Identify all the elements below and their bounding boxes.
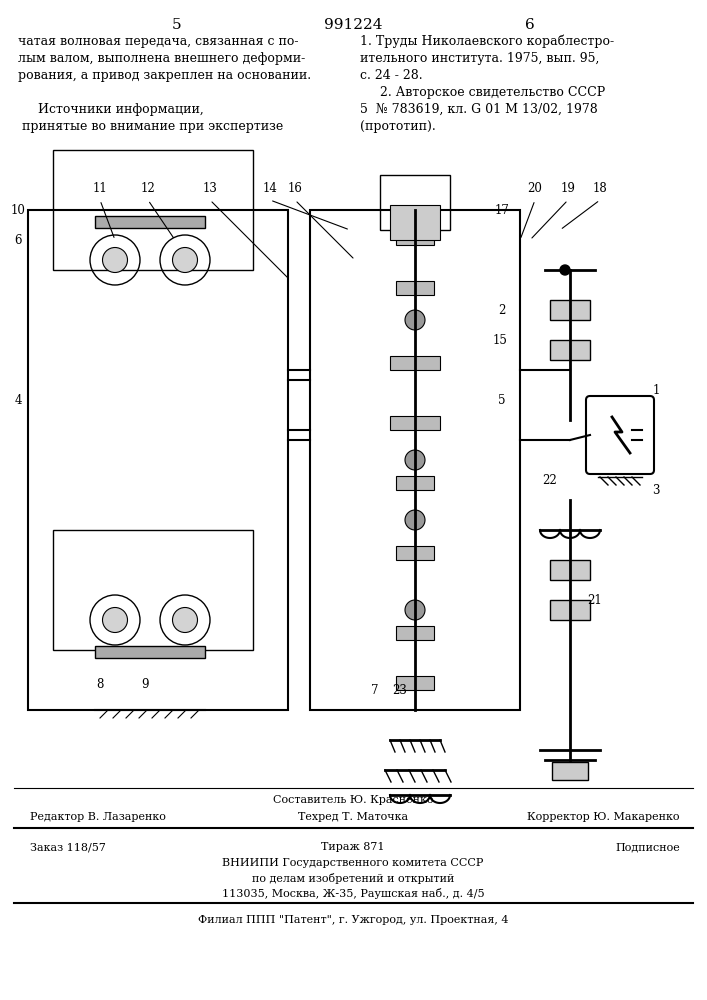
Circle shape [560, 265, 570, 275]
Bar [95, 646, 205, 658]
Text: принятые во внимание при экспертизе: принятые во внимание при экспертизе [18, 120, 284, 133]
Bar [53, 150, 253, 270]
Bar [53, 530, 253, 650]
Text: 5: 5 [498, 393, 506, 406]
Text: Заказ 118/57: Заказ 118/57 [30, 842, 106, 852]
Text: рования, а привод закреплен на основании.: рования, а привод закреплен на основании… [18, 69, 311, 82]
Text: 11: 11 [93, 182, 107, 194]
Text: ительного института. 1975, вып. 95,: ительного института. 1975, вып. 95, [360, 52, 600, 65]
Text: Составитель Ю. Красненко: Составитель Ю. Красненко [273, 795, 433, 805]
Circle shape [405, 600, 425, 620]
Text: 8: 8 [96, 678, 104, 692]
FancyBboxPatch shape [586, 396, 654, 474]
Circle shape [405, 510, 425, 530]
Text: Источники информации,: Источники информации, [18, 103, 204, 116]
Bar [550, 300, 590, 320]
Circle shape [103, 607, 127, 633]
Circle shape [173, 247, 197, 272]
Text: 21: 21 [588, 593, 602, 606]
Text: 10: 10 [11, 204, 25, 217]
Circle shape [173, 607, 197, 633]
Text: 3: 3 [653, 484, 660, 496]
Text: 20: 20 [527, 182, 542, 194]
Text: 9: 9 [141, 678, 148, 692]
Text: по делам изобретений и открытий: по делам изобретений и открытий [252, 873, 454, 884]
Text: 15: 15 [493, 334, 508, 347]
Text: 19: 19 [561, 182, 575, 194]
Text: Корректор Ю. Макаренко: Корректор Ю. Макаренко [527, 812, 680, 822]
Bar [550, 600, 590, 620]
Bar [390, 205, 440, 240]
Text: чатая волновая передача, связанная с по-: чатая волновая передача, связанная с по- [18, 35, 298, 48]
Text: 1: 1 [653, 383, 660, 396]
Circle shape [405, 310, 425, 330]
Text: 113035, Москва, Ж-35, Раушская наб., д. 4/5: 113035, Москва, Ж-35, Раушская наб., д. … [222, 888, 484, 899]
Text: Филиал ППП "Патент", г. Ужгород, ул. Проектная, 4: Филиал ППП "Патент", г. Ужгород, ул. Про… [198, 915, 508, 925]
Text: 7: 7 [371, 684, 379, 696]
Bar [552, 762, 588, 780]
Bar [310, 210, 520, 710]
Text: Редактор В. Лазаренко: Редактор В. Лазаренко [30, 812, 166, 822]
Bar [396, 476, 434, 490]
Text: 2: 2 [498, 304, 506, 316]
Text: ВНИИПИ Государственного комитета СССР: ВНИИПИ Государственного комитета СССР [222, 858, 484, 868]
Text: 2. Авторское свидетельство СССР: 2. Авторское свидетельство СССР [360, 86, 605, 99]
Text: Подписное: Подписное [615, 842, 680, 852]
Text: 6: 6 [14, 233, 22, 246]
Text: 14: 14 [262, 182, 277, 194]
Bar [396, 676, 434, 690]
Bar [550, 340, 590, 360]
Bar [95, 216, 205, 228]
Text: Техред Т. Маточка: Техред Т. Маточка [298, 812, 408, 822]
Text: 13: 13 [203, 182, 218, 194]
Bar [28, 210, 288, 710]
Text: 1. Труды Николаевского кораблестро-: 1. Труды Николаевского кораблестро- [360, 35, 614, 48]
Bar [396, 281, 434, 295]
Text: 4: 4 [14, 393, 22, 406]
Text: 18: 18 [592, 182, 607, 194]
Bar [390, 416, 440, 430]
Text: лым валом, выполнена внешнего деформи-: лым валом, выполнена внешнего деформи- [18, 52, 305, 65]
Text: 17: 17 [495, 204, 510, 217]
Circle shape [405, 450, 425, 470]
Text: 5  № 783619, кл. G 01 M 13/02, 1978: 5 № 783619, кл. G 01 M 13/02, 1978 [360, 103, 597, 116]
Text: с. 24 - 28.: с. 24 - 28. [360, 69, 423, 82]
Bar [396, 626, 434, 640]
Bar [396, 546, 434, 560]
Bar [396, 231, 434, 245]
Text: 23: 23 [392, 684, 407, 696]
Text: 22: 22 [543, 474, 557, 487]
Text: 991224: 991224 [324, 18, 382, 32]
Text: 6: 6 [525, 18, 535, 32]
Text: 16: 16 [288, 182, 303, 194]
Bar [380, 175, 450, 230]
Text: Тираж 871: Тираж 871 [321, 842, 385, 852]
Text: (прототип).: (прототип). [360, 120, 436, 133]
Bar [390, 356, 440, 370]
Bar [550, 560, 590, 580]
Text: 12: 12 [141, 182, 156, 194]
Circle shape [103, 247, 127, 272]
Text: 5: 5 [173, 18, 182, 32]
